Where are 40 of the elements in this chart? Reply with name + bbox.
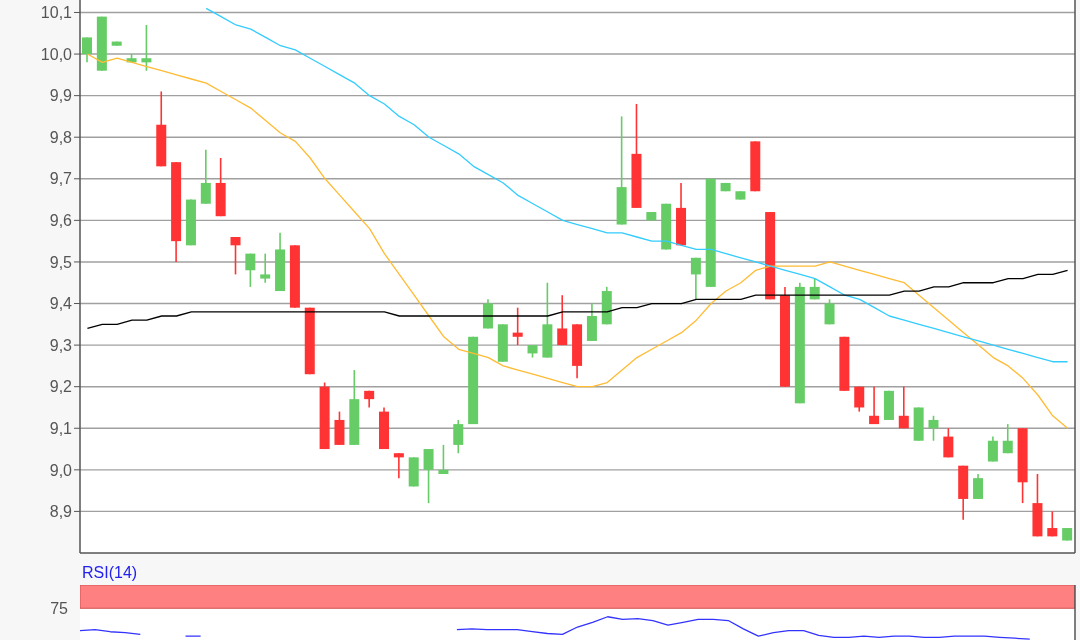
candlestick bbox=[987, 435, 998, 463]
candlestick bbox=[690, 256, 701, 301]
candlestick bbox=[943, 427, 954, 459]
y-tick-label: 9,8 bbox=[49, 128, 73, 146]
line-series bbox=[205, 7, 1069, 363]
candlestick bbox=[438, 444, 449, 475]
candlestick bbox=[141, 24, 152, 72]
y-tick-label: 9,5 bbox=[49, 253, 73, 271]
candlestick bbox=[824, 298, 835, 326]
y-tick-label: 9,2 bbox=[49, 378, 73, 396]
candlestick bbox=[1002, 423, 1013, 455]
candlestick bbox=[453, 419, 464, 455]
candlestick bbox=[245, 252, 256, 288]
candlestick bbox=[82, 36, 92, 64]
y-tick-label: 10,1 bbox=[40, 4, 73, 22]
y-tick-label: 9,1 bbox=[49, 419, 73, 437]
candlestick bbox=[230, 236, 241, 276]
candlestick bbox=[973, 473, 984, 500]
candlestick bbox=[928, 414, 939, 442]
candlestick bbox=[1047, 510, 1058, 538]
y-tick-label: 9,4 bbox=[49, 295, 73, 313]
candlestick bbox=[200, 148, 211, 205]
y-tick-label: 9,7 bbox=[49, 170, 73, 188]
line-series bbox=[86, 269, 1069, 330]
candlestick bbox=[869, 385, 880, 425]
candlestick bbox=[260, 252, 271, 284]
y-tick-label: 10,0 bbox=[40, 45, 73, 63]
candlestick bbox=[512, 306, 523, 346]
y-tick-label: 9,9 bbox=[49, 87, 73, 105]
text: 75 bbox=[50, 599, 69, 617]
candlestick bbox=[854, 385, 865, 413]
y-tick-label: 8,9 bbox=[49, 503, 73, 521]
candlestick bbox=[393, 452, 404, 479]
candlestick bbox=[557, 294, 568, 346]
candlestick bbox=[423, 448, 434, 504]
y-tick-label: 9,6 bbox=[49, 212, 73, 230]
chart-title: RSI(14) bbox=[82, 563, 138, 583]
candlestick bbox=[898, 385, 909, 430]
y-tick-label: 9,3 bbox=[49, 336, 73, 354]
y-tick-label: 9,0 bbox=[49, 461, 73, 479]
